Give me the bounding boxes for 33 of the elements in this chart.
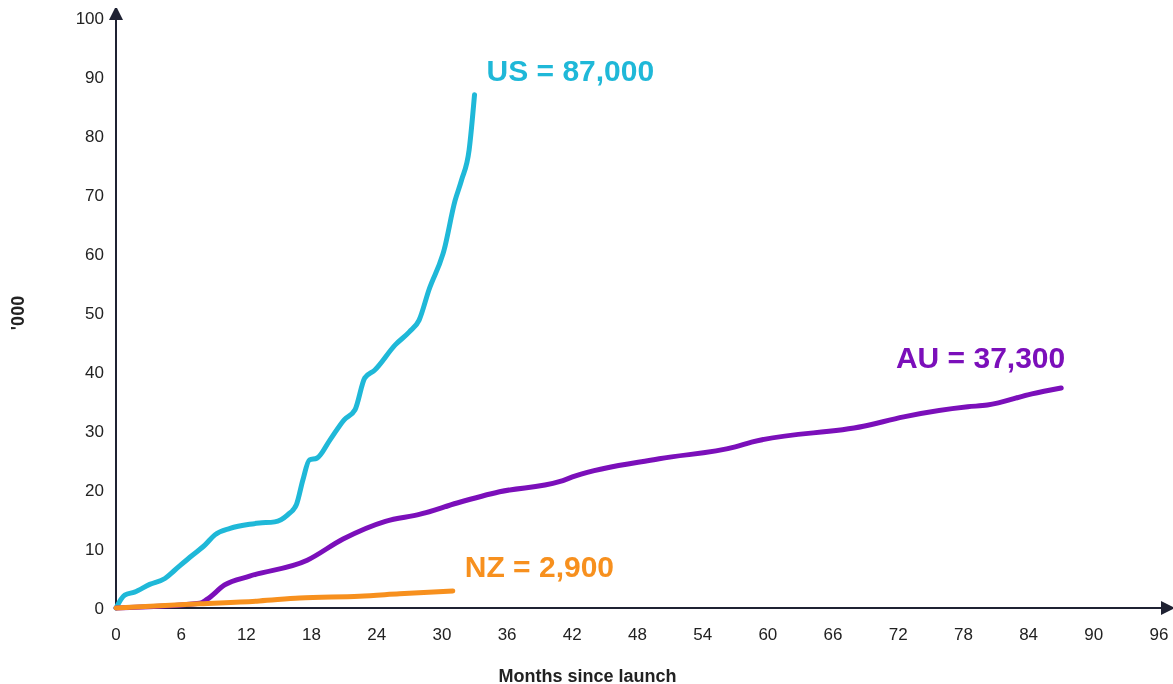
x-tick-label: 90 — [1084, 625, 1104, 644]
y-tick-label: 10 — [85, 540, 104, 559]
x-tick-label: 0 — [111, 625, 121, 644]
y-tick-label: 90 — [85, 68, 104, 87]
x-tick-label: 78 — [953, 625, 973, 644]
x-tick-label: 72 — [888, 625, 908, 644]
y-axis-title: '000 — [8, 295, 28, 331]
y-tick-label: 50 — [85, 304, 104, 323]
x-tick-label: 6 — [176, 625, 186, 644]
x-tick-label: 54 — [693, 625, 713, 644]
annotation: US = 87,000 — [486, 53, 655, 87]
y-tick-label: 30 — [85, 422, 104, 441]
x-tick-label: 60 — [758, 625, 778, 644]
x-tick-label: 12 — [236, 625, 256, 644]
y-tick-label: 100 — [75, 9, 104, 28]
y-tick-label: 20 — [85, 481, 104, 500]
y-tick-label: 60 — [85, 245, 104, 264]
y-tick-label: 80 — [85, 127, 104, 146]
x-tick-label: 24 — [367, 625, 387, 644]
x-tick-label: 18 — [302, 625, 322, 644]
x-tick-label: 30 — [432, 625, 452, 644]
y-tick-label: 70 — [85, 186, 104, 205]
x-tick-label: 96 — [1149, 625, 1169, 644]
x-tick-label: 84 — [1019, 625, 1039, 644]
x-tick-label: 42 — [562, 625, 582, 644]
annotation: AU = 37,300 — [895, 340, 1066, 374]
x-tick-label: 36 — [497, 625, 517, 644]
y-tick-label: 40 — [85, 363, 104, 382]
annotation: NZ = 2,900 — [464, 549, 615, 583]
x-tick-label: 66 — [823, 625, 843, 644]
x-tick-label: 48 — [628, 625, 647, 644]
x-axis-title: Months since launch — [498, 666, 677, 684]
y-tick-label: 0 — [94, 599, 104, 618]
